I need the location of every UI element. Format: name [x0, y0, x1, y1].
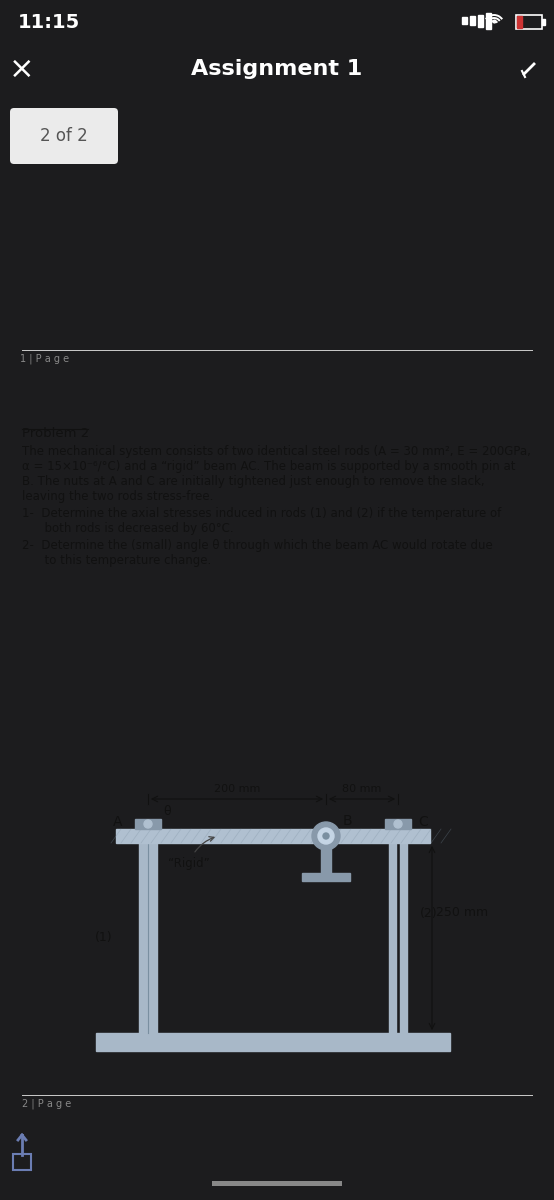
- Text: ×: ×: [9, 54, 35, 84]
- Text: (1): (1): [94, 931, 112, 944]
- Text: 80 mm: 80 mm: [342, 784, 382, 794]
- Bar: [462, 17, 467, 24]
- Bar: [321, 842, 331, 874]
- Text: B. The nuts at A and C are initially tightened just enough to remove the slack,: B. The nuts at A and C are initially tig…: [22, 475, 485, 488]
- Text: 250 mm: 250 mm: [436, 906, 488, 919]
- Bar: [135, 820, 161, 829]
- Circle shape: [323, 833, 329, 839]
- Text: The mechanical system consists of two identical steel rods (A = 30 mm², E = 200G: The mechanical system consists of two id…: [22, 445, 531, 458]
- Bar: [389, 844, 396, 1033]
- Bar: [478, 14, 483, 26]
- Text: to this temperature change.: to this temperature change.: [22, 554, 211, 568]
- Text: Assignment 1: Assignment 1: [191, 59, 363, 79]
- Circle shape: [312, 822, 340, 850]
- Bar: [517, 16, 522, 28]
- Bar: [302, 874, 350, 881]
- Text: both rods is decreased by 60°C.: both rods is decreased by 60°C.: [22, 522, 234, 535]
- Text: 1 | P a g e: 1 | P a g e: [20, 354, 69, 365]
- FancyBboxPatch shape: [10, 108, 118, 164]
- Text: 1-  Determine the axial stresses induced in rods (1) and (2) if the temperature : 1- Determine the axial stresses induced …: [22, 508, 501, 520]
- Text: Problem 2: Problem 2: [22, 427, 89, 440]
- Text: 2-  Determine the (small) angle θ through which the beam AC would rotate due: 2- Determine the (small) angle θ through…: [22, 539, 493, 552]
- Bar: [139, 844, 157, 1033]
- Text: 200 mm: 200 mm: [214, 784, 260, 794]
- Text: A: A: [112, 815, 122, 829]
- Bar: [116, 829, 430, 844]
- Bar: [13, 1154, 31, 1170]
- Bar: [470, 16, 475, 25]
- Bar: [385, 820, 411, 829]
- Text: C: C: [418, 815, 428, 829]
- Text: leaving the two rods stress-free.: leaving the two rods stress-free.: [22, 490, 213, 503]
- Bar: [96, 1033, 450, 1051]
- Text: 2 | P a g e: 2 | P a g e: [22, 1099, 71, 1109]
- Text: θ: θ: [163, 805, 171, 818]
- Bar: [400, 844, 407, 1033]
- Bar: [486, 13, 491, 29]
- Bar: [542, 19, 545, 25]
- Bar: [516, 14, 542, 29]
- Text: B: B: [343, 814, 353, 828]
- Circle shape: [394, 820, 402, 828]
- Text: (2): (2): [420, 906, 438, 919]
- Circle shape: [318, 828, 334, 844]
- Text: 11:15: 11:15: [18, 12, 80, 31]
- Circle shape: [144, 820, 152, 828]
- Text: 2 of 2: 2 of 2: [40, 127, 88, 145]
- Bar: [212, 1181, 342, 1186]
- Text: α = 15×10⁻⁶/°C) and a “rigid” beam AC. The beam is supported by a smooth pin at: α = 15×10⁻⁶/°C) and a “rigid” beam AC. T…: [22, 460, 516, 473]
- Text: “Rigid”: “Rigid”: [168, 836, 214, 870]
